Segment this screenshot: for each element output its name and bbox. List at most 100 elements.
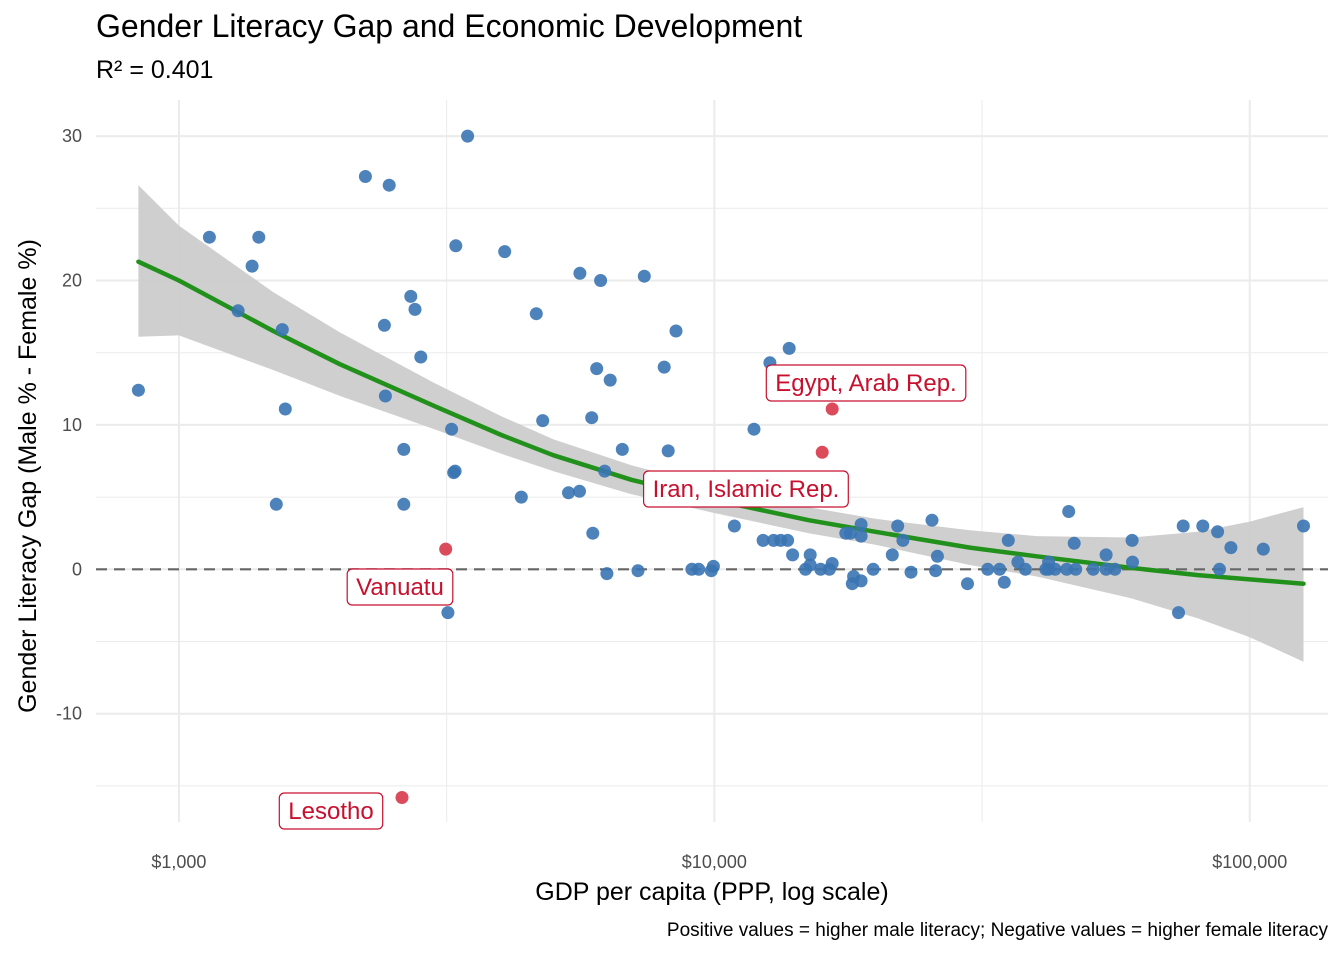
data-point: [1099, 548, 1113, 562]
annotation-box: [278, 792, 384, 830]
data-point: [747, 422, 761, 436]
data-point: [594, 274, 608, 287]
data-point: [445, 422, 459, 436]
data-point: [1001, 533, 1015, 547]
data-point: [1108, 562, 1122, 576]
data-point: [441, 606, 455, 620]
data-point: [1018, 562, 1032, 576]
data-point: [1224, 541, 1238, 555]
data-point: [1213, 562, 1226, 576]
data-point: [404, 289, 418, 303]
data-point: [408, 302, 422, 316]
data-point: [661, 444, 675, 458]
x-tick-label: $10,000: [682, 852, 747, 872]
data-point: [1048, 562, 1062, 576]
y-tick-label: 30: [62, 126, 82, 146]
annotation-label: Lesotho: [278, 792, 384, 830]
data-point: [854, 574, 868, 588]
y-axis-title: Gender Literacy Gap (Male % - Female %): [14, 239, 42, 713]
data-point: [981, 562, 995, 576]
data-point: [756, 533, 770, 547]
x-axis-title: GDP per capita (PPP, log scale): [535, 878, 888, 906]
data-point: [598, 464, 612, 478]
data-point: [854, 529, 868, 543]
highlighted-point: [395, 791, 409, 804]
data-point: [993, 562, 1007, 576]
data-point: [586, 526, 600, 540]
data-point: [781, 533, 795, 547]
minor-gridlines: [96, 100, 1328, 822]
chart-subtitle: R² = 0.401: [96, 56, 214, 84]
data-point: [397, 442, 411, 456]
data-point: [706, 559, 720, 573]
data-point: [397, 497, 411, 511]
annotation-text: Vanuatu: [356, 574, 444, 601]
y-tick-label: 0: [72, 559, 82, 579]
data-point: [358, 170, 372, 183]
data-point: [378, 389, 392, 403]
data-point: [1256, 542, 1270, 556]
data-point: [854, 518, 868, 531]
data-point: [615, 442, 629, 456]
highlighted-point: [439, 542, 453, 556]
data-point: [866, 562, 880, 576]
y-tick-label: 20: [62, 271, 82, 291]
data-point: [929, 564, 943, 578]
country-annotations: Egypt, Arab Rep. Iran, Islamic Rep. Vanuat…: [278, 364, 967, 830]
data-point: [669, 324, 683, 338]
data-point: [904, 565, 918, 579]
data-point: [930, 549, 944, 563]
data-point: [1211, 525, 1225, 539]
data-point: [275, 323, 289, 337]
data-point: [573, 266, 587, 280]
data-point: [825, 557, 839, 570]
data-point: [1060, 562, 1074, 576]
data-point: [461, 129, 475, 143]
data-point: [600, 567, 614, 581]
highlighted-point: [825, 402, 839, 416]
data-point: [252, 230, 266, 244]
annotation-label: Iran, Islamic Rep.: [642, 470, 849, 508]
y-tick-label: 10: [62, 415, 82, 435]
data-point: [202, 230, 216, 244]
data-point: [573, 484, 586, 498]
data-point: [131, 383, 145, 397]
data-point: [803, 558, 817, 572]
data-point: [1069, 562, 1083, 576]
chart-title: Gender Literacy Gap and Economic Develop…: [96, 8, 803, 44]
annotation-label: Egypt, Arab Rep.: [765, 364, 967, 402]
annotation-text: Egypt, Arab Rep.: [775, 370, 956, 397]
y-axis-ticks: -10 0 10 20 30: [56, 126, 82, 724]
x-tick-label: $100,000: [1212, 852, 1287, 872]
annotation-box: [346, 568, 454, 606]
data-point: [269, 497, 283, 511]
data-point: [885, 548, 899, 562]
highlighted-point: [815, 445, 829, 459]
data-point: [585, 411, 599, 425]
data-point: [692, 562, 706, 576]
annotation-text: Lesotho: [288, 798, 373, 825]
data-point: [782, 341, 796, 355]
confidence-band-layer: [138, 185, 1304, 662]
data-point: [278, 402, 292, 416]
data-point: [603, 373, 617, 387]
data-point: [891, 519, 905, 533]
data-point: [1062, 505, 1076, 518]
data-point: [448, 464, 462, 478]
annotation-label: Vanuatu: [346, 568, 454, 606]
data-point: [1125, 533, 1139, 547]
data-point: [803, 548, 817, 562]
data-point: [514, 490, 528, 504]
data-point: [786, 548, 800, 562]
data-point: [925, 513, 939, 527]
data-point: [414, 350, 428, 364]
x-axis-ticks: $1,000 $10,000 $100,000: [151, 852, 1287, 872]
data-point: [1172, 606, 1185, 620]
highlighted-points: [395, 402, 839, 804]
data-point: [245, 259, 259, 273]
data-point: [562, 486, 575, 500]
data-point: [529, 307, 543, 321]
data-point: [961, 577, 974, 591]
annotation-box: [765, 364, 967, 402]
confidence-band: [138, 185, 1304, 662]
